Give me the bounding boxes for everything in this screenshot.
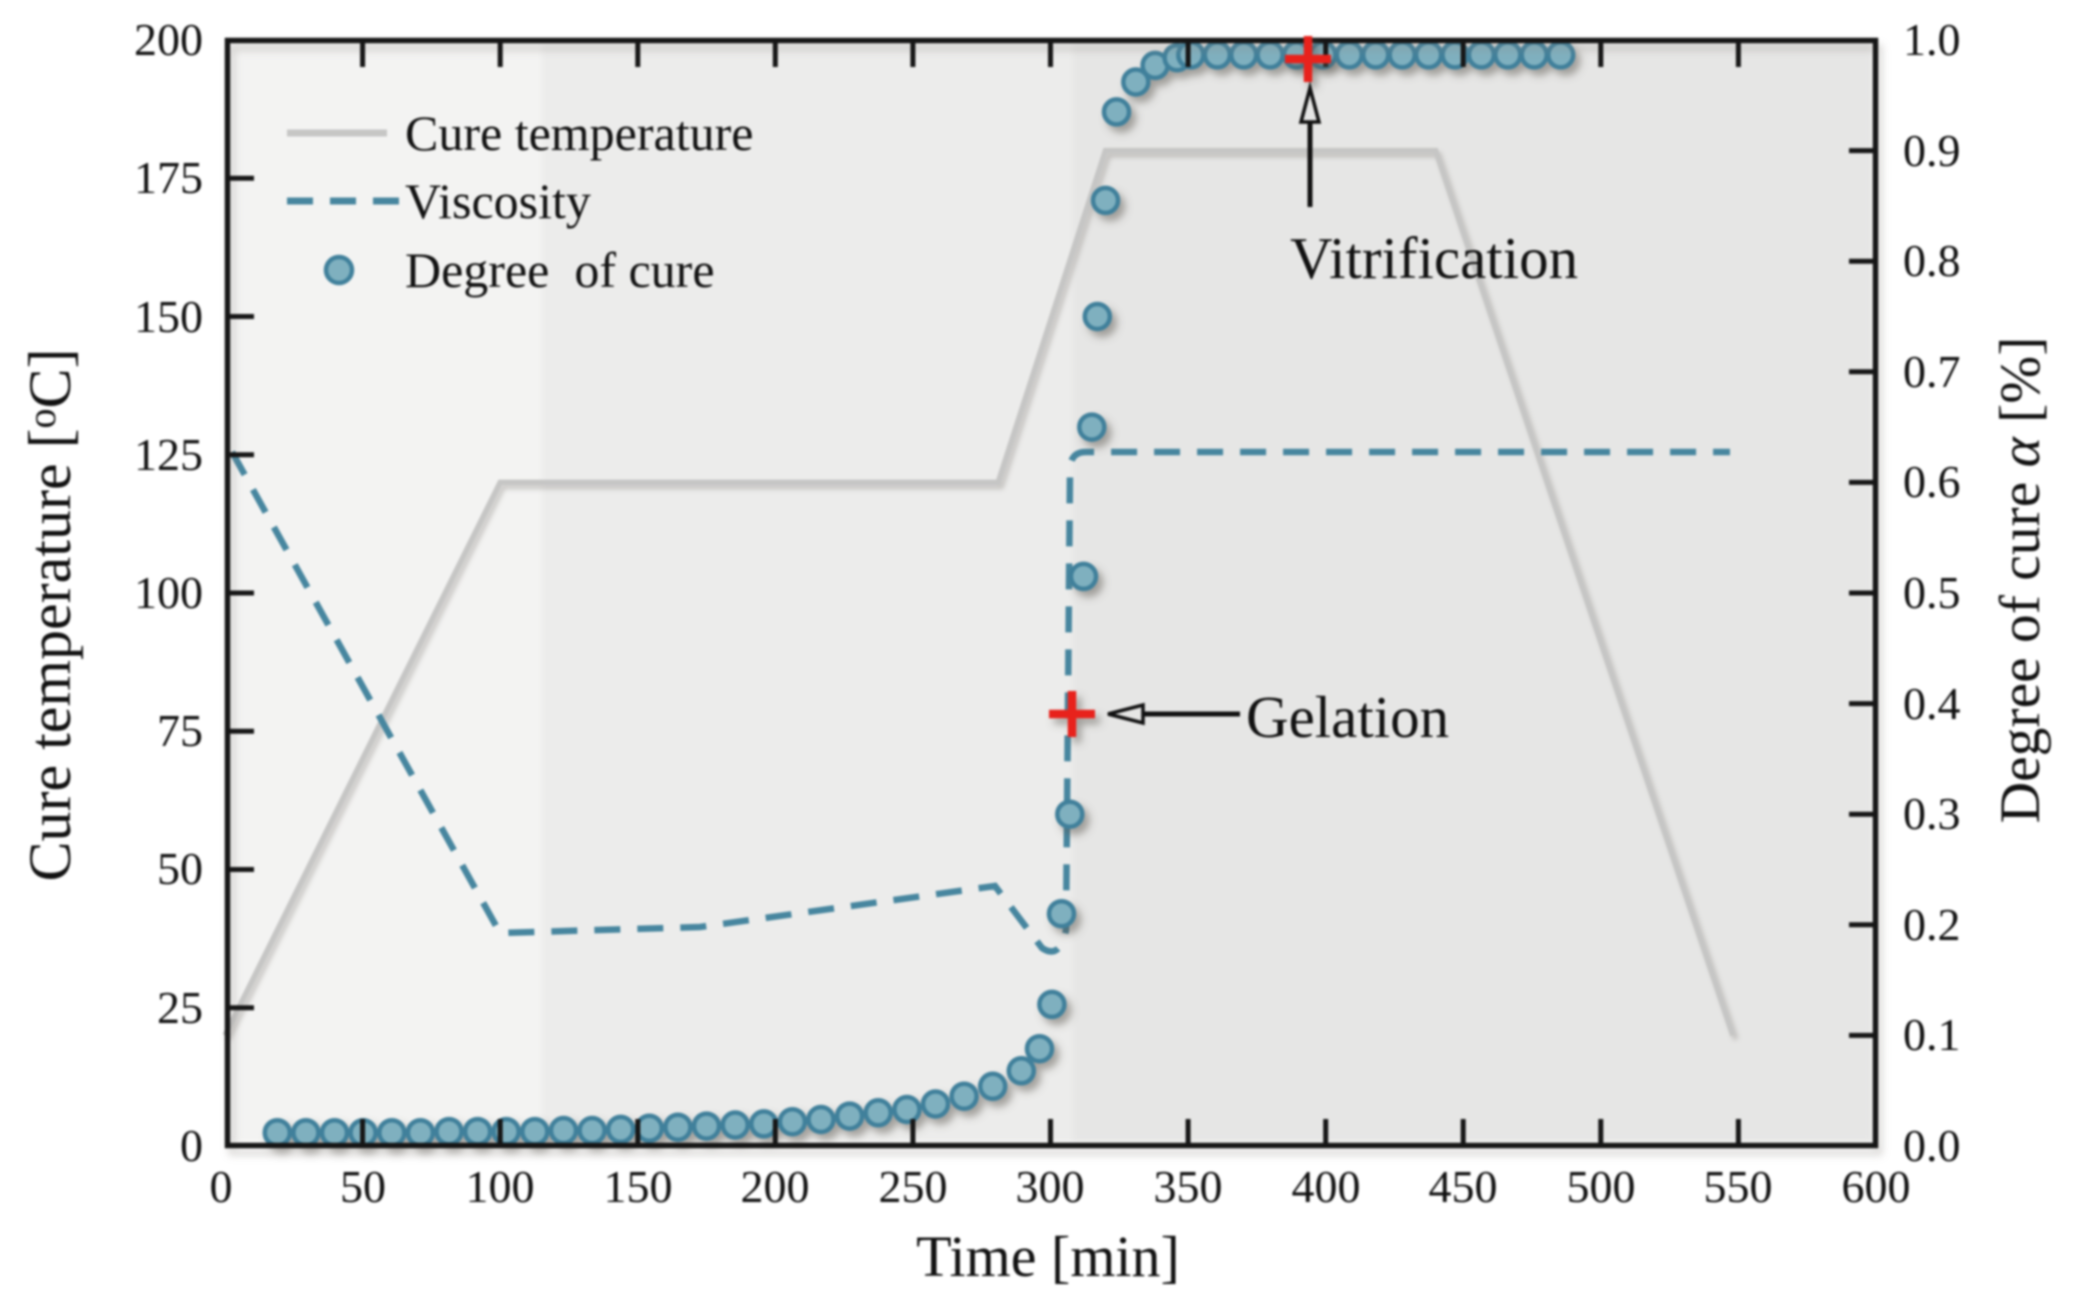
svg-text:Time [min]: Time [min] xyxy=(916,1224,1180,1289)
svg-text:0.3: 0.3 xyxy=(1903,788,1961,839)
svg-text:200: 200 xyxy=(134,14,203,65)
svg-text:550: 550 xyxy=(1704,1161,1773,1212)
svg-text:Vitrification: Vitrification xyxy=(1290,225,1578,291)
svg-text:500: 500 xyxy=(1567,1161,1636,1212)
svg-text:400: 400 xyxy=(1292,1161,1361,1212)
svg-text:0.7: 0.7 xyxy=(1903,346,1961,397)
svg-text:0.6: 0.6 xyxy=(1903,456,1961,507)
svg-text:Cure temperature [oC]: Cure temperature [oC] xyxy=(17,348,83,881)
svg-text:1.0: 1.0 xyxy=(1903,14,1961,65)
svg-text:75: 75 xyxy=(157,705,203,756)
svg-text:600: 600 xyxy=(1842,1161,1911,1212)
svg-text:250: 250 xyxy=(879,1161,948,1212)
svg-text:100: 100 xyxy=(466,1161,535,1212)
svg-text:0.4: 0.4 xyxy=(1903,678,1961,729)
svg-text:300: 300 xyxy=(1016,1161,1085,1212)
svg-text:0.8: 0.8 xyxy=(1903,235,1961,286)
svg-text:0.5: 0.5 xyxy=(1903,567,1961,618)
svg-text:0: 0 xyxy=(210,1161,233,1212)
svg-text:Degree of cure: Degree of cure xyxy=(405,242,715,298)
svg-text:Viscosity: Viscosity xyxy=(405,173,591,229)
svg-text:Degree of cure α [%]: Degree of cure α [%] xyxy=(1989,337,2052,824)
svg-text:200: 200 xyxy=(741,1161,810,1212)
svg-text:0: 0 xyxy=(180,1120,203,1171)
svg-text:125: 125 xyxy=(134,429,203,480)
svg-text:450: 450 xyxy=(1429,1161,1498,1212)
svg-text:150: 150 xyxy=(134,291,203,342)
svg-text:0.2: 0.2 xyxy=(1903,899,1961,950)
svg-text:50: 50 xyxy=(157,843,203,894)
svg-text:0.1: 0.1 xyxy=(1903,1009,1961,1060)
svg-text:175: 175 xyxy=(134,152,203,203)
svg-text:Gelation: Gelation xyxy=(1246,684,1449,750)
svg-text:350: 350 xyxy=(1154,1161,1223,1212)
svg-text:25: 25 xyxy=(157,982,203,1033)
svg-text:0.0: 0.0 xyxy=(1903,1120,1961,1171)
svg-text:50: 50 xyxy=(340,1161,386,1212)
svg-text:Cure temperature: Cure temperature xyxy=(405,105,753,161)
svg-text:150: 150 xyxy=(604,1161,673,1212)
svg-text:0.9: 0.9 xyxy=(1903,125,1961,176)
svg-text:100: 100 xyxy=(134,567,203,618)
